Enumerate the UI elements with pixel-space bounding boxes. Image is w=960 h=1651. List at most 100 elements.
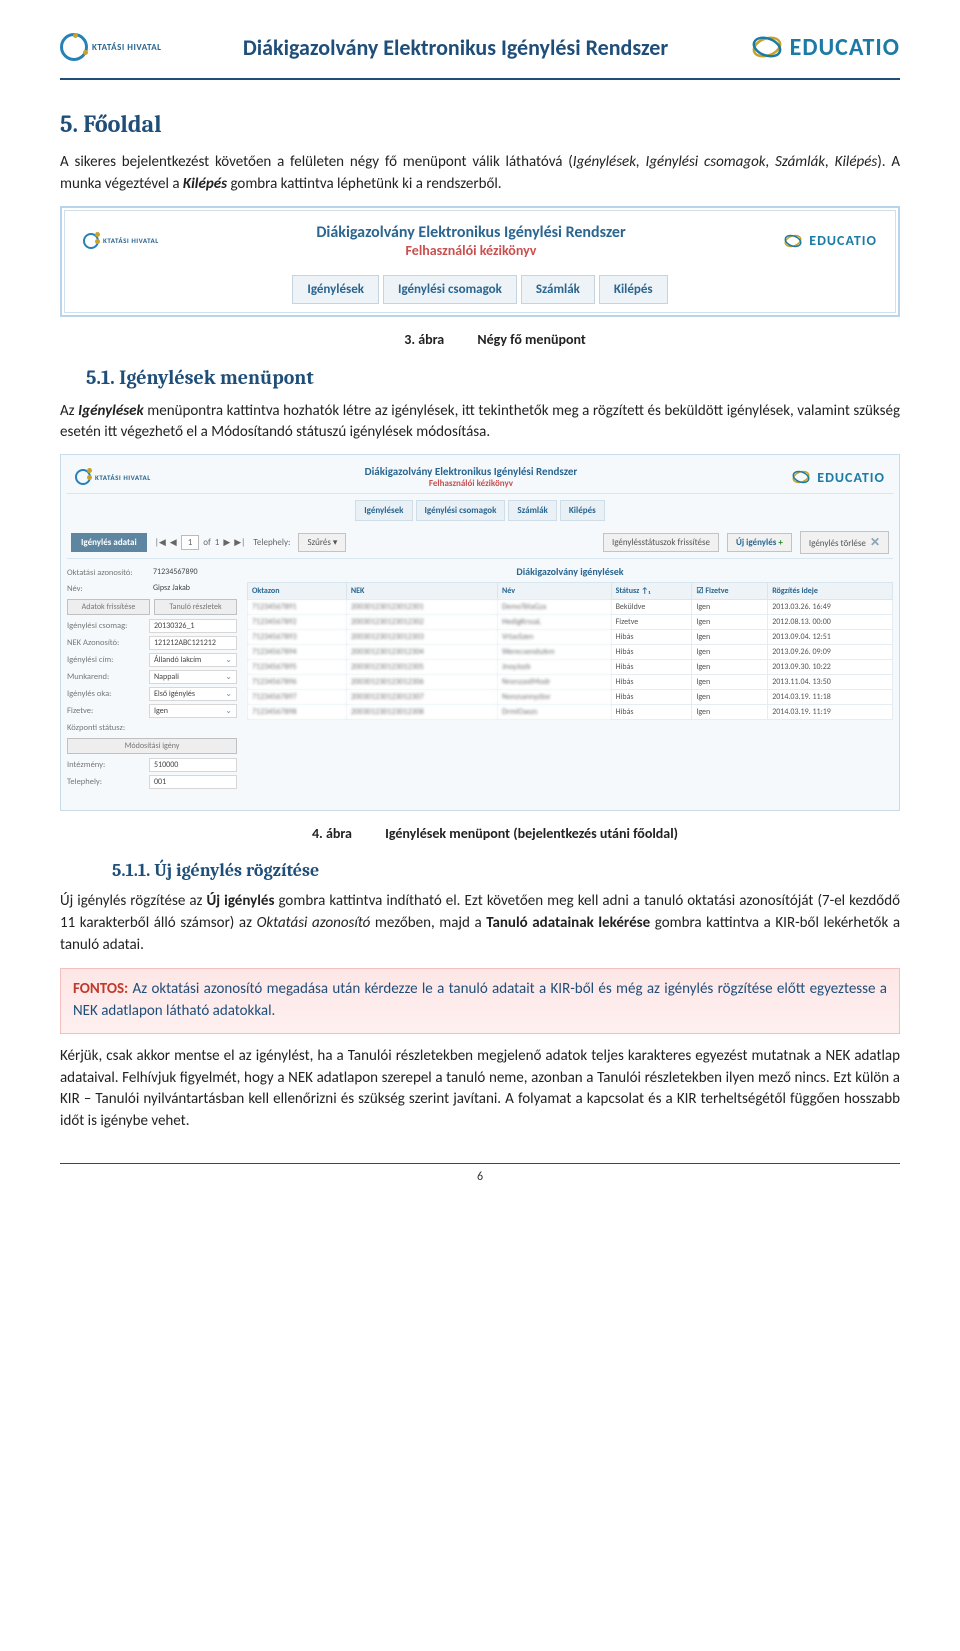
- panel-label: Igénylés adatai: [71, 533, 147, 552]
- txt: Igénylések: [78, 402, 144, 420]
- fig4-title: Diákigazolvány Elektronikus Igénylési Re…: [151, 465, 792, 478]
- fig3-num: 3. ábra: [374, 331, 444, 348]
- table-cell: 200301230123012305: [346, 660, 497, 675]
- side-row: Fizetve:Igen: [67, 704, 237, 718]
- warning-text: Az oktatási azonosító megadása után kérd…: [73, 980, 887, 1020]
- header-rule: [60, 78, 900, 80]
- pager-prev-icon[interactable]: ◀: [170, 537, 177, 548]
- field-label: Munkarend:: [67, 672, 145, 682]
- pager-last-icon[interactable]: ▶|: [234, 537, 245, 548]
- tanulo-reszletek-button[interactable]: Tanuló részletek: [154, 599, 237, 615]
- table-row[interactable]: 71234567891200301230123012301DemoTélaGza…: [248, 600, 893, 615]
- side-row: Igénylés oka: Első igénylés: [67, 687, 237, 701]
- field-label: Oktatási azonosító:: [67, 568, 145, 578]
- side-row: Oktatási azonosító:71234567890: [67, 566, 237, 579]
- table-cell: Hibás: [611, 705, 692, 720]
- adatok-frissitese-button[interactable]: Adatok frissítése: [67, 599, 150, 615]
- fig3-menu: Igénylések Igénylési csomagok Számlák Ki…: [83, 275, 877, 304]
- table-cell: 200301230123012304: [346, 645, 497, 660]
- table-cell: JnoyJozb: [497, 660, 611, 675]
- section5-1-para: Az Igénylések menüpontra kattintva hozha…: [60, 401, 900, 445]
- table-cell: 2013.03.26. 16:49: [768, 600, 893, 615]
- educatio-logo: EDUCATIO: [791, 467, 885, 487]
- fig4-num: 4. ábra: [282, 825, 352, 842]
- oktatasi-label: KTATÁSI HIVATAL: [92, 42, 162, 53]
- educatio-glyph-icon: [791, 467, 811, 487]
- table-header[interactable]: Státusz ↑₁: [611, 583, 692, 600]
- table-header[interactable]: Név: [497, 583, 611, 600]
- side-row: Telephely:001: [67, 775, 237, 789]
- figure-3-screenshot: KTATÁSI HIVATAL Diákigazolvány Elektroni…: [60, 206, 900, 317]
- field-value[interactable]: 121212ABC121212: [149, 636, 237, 650]
- menu-item-kilepes[interactable]: Kilépés: [599, 275, 668, 304]
- educatio-label: EDUCATIO: [809, 232, 877, 249]
- modositasi-igeny-button[interactable]: Módosítási igény: [67, 738, 237, 754]
- menu-item-igenylesi-csomagok[interactable]: Igénylési csomagok: [416, 500, 506, 521]
- table-row[interactable]: 71234567897200301230123012307Nonzsannyzb…: [248, 690, 893, 705]
- oktatasi-hivatal-logo: KTATÁSI HIVATAL: [75, 469, 151, 485]
- table-row[interactable]: 71234567895200301230123012305JnoyJozbHib…: [248, 660, 893, 675]
- pager-first-icon[interactable]: |◀: [155, 537, 166, 548]
- table-cell: 2014.03.19. 11:18: [768, 690, 893, 705]
- table-cell: 71234567898: [248, 705, 347, 720]
- uj-igenyles-label: Új igénylés: [736, 537, 776, 548]
- field-label: NEK Azonosító:: [67, 638, 145, 648]
- table-row[interactable]: 71234567893200301230123012303VrtasSzenHi…: [248, 630, 893, 645]
- side-row: Intézmény:510000: [67, 758, 237, 772]
- table-cell: 71234567895: [248, 660, 347, 675]
- ring-icon: [60, 33, 88, 61]
- field-label: Igénylési csomag:: [67, 621, 145, 631]
- menu-item-kilepes[interactable]: Kilépés: [560, 500, 605, 521]
- table-row[interactable]: 71234567896200301230123012306NrorszastMo…: [248, 675, 893, 690]
- table-row[interactable]: 71234567898200301230123012308DrmiOaozsHi…: [248, 705, 893, 720]
- table-cell: Igen: [692, 690, 768, 705]
- txt: Igénylések, Igénylési csomagok, Számlák,…: [573, 153, 877, 171]
- menu-item-szamlak[interactable]: Számlák: [521, 275, 595, 304]
- table-row[interactable]: 71234567894200301230123012304Werecsendsz…: [248, 645, 893, 660]
- refresh-statuses-button[interactable]: Igénylésstátuszok frissítése: [603, 533, 719, 552]
- heading-5-1-1: 5.1.1. Új igénylés rögzítése: [112, 860, 900, 881]
- pager-of: of: [203, 537, 211, 548]
- table-cell: 2013.11.04. 13:50: [768, 675, 893, 690]
- pager-page[interactable]: 1: [181, 535, 200, 550]
- educatio-glyph-icon: [783, 231, 803, 251]
- menu-item-igenylesek[interactable]: Igénylések: [355, 500, 412, 521]
- table-cell: 200301230123012308: [346, 705, 497, 720]
- szures-button[interactable]: Szűrés ▾: [298, 533, 346, 552]
- txt: gombra kattintva léphetünk ki a rendszer…: [227, 175, 502, 193]
- table-cell: Igen: [692, 645, 768, 660]
- figure-4-screenshot: KTATÁSI HIVATAL Diákigazolvány Elektroni…: [60, 454, 900, 811]
- table-cell: Igen: [692, 705, 768, 720]
- para-after-warning: Kérjük, csak akkor mentse el az igénylés…: [60, 1046, 900, 1133]
- table-header[interactable]: NEK: [346, 583, 497, 600]
- field-label: Igénylés oka:: [67, 689, 145, 699]
- uj-igenyles-button[interactable]: Új igénylés +: [727, 533, 792, 552]
- menu-item-igenylesi-csomagok[interactable]: Igénylési csomagok: [383, 275, 517, 304]
- ring-icon: [75, 469, 91, 485]
- field-value: Gipsz Jakab: [149, 582, 237, 595]
- table-cell: 71234567897: [248, 690, 347, 705]
- table-cell: 200301230123012303: [346, 630, 497, 645]
- field-value: [149, 721, 237, 734]
- heading-5: 5. Főoldal: [60, 110, 900, 138]
- table-cell: Hibás: [611, 630, 692, 645]
- field-value[interactable]: Első igénylés: [149, 687, 237, 701]
- table-cell: Igen: [692, 660, 768, 675]
- table-cell: 2013.09.26. 09:09: [768, 645, 893, 660]
- table-header[interactable]: Oktazon: [248, 583, 347, 600]
- field-value[interactable]: Állandó lakcím: [149, 653, 237, 667]
- educatio-glyph-icon: [750, 30, 784, 64]
- field-value[interactable]: Nappali: [149, 670, 237, 684]
- pager-next-icon[interactable]: ▶: [223, 537, 230, 548]
- table-header[interactable]: Rögzítés ideje: [768, 583, 893, 600]
- table-header[interactable]: ☑ Fizetve: [692, 583, 768, 600]
- table-row[interactable]: 71234567892200301230123012302HedigKrssaL…: [248, 615, 893, 630]
- field-value[interactable]: 510000: [149, 758, 237, 772]
- field-value[interactable]: 20130326_1: [149, 619, 237, 633]
- igenyles-torlese-button[interactable]: Igénylés törlése ✕: [800, 531, 889, 554]
- delete-label: Igénylés törlése: [809, 538, 866, 549]
- field-value[interactable]: Igen: [149, 704, 237, 718]
- menu-item-szamlak[interactable]: Számlák: [508, 500, 556, 521]
- field-value[interactable]: 001: [149, 775, 237, 789]
- menu-item-igenylesek[interactable]: Igénylések: [292, 275, 379, 304]
